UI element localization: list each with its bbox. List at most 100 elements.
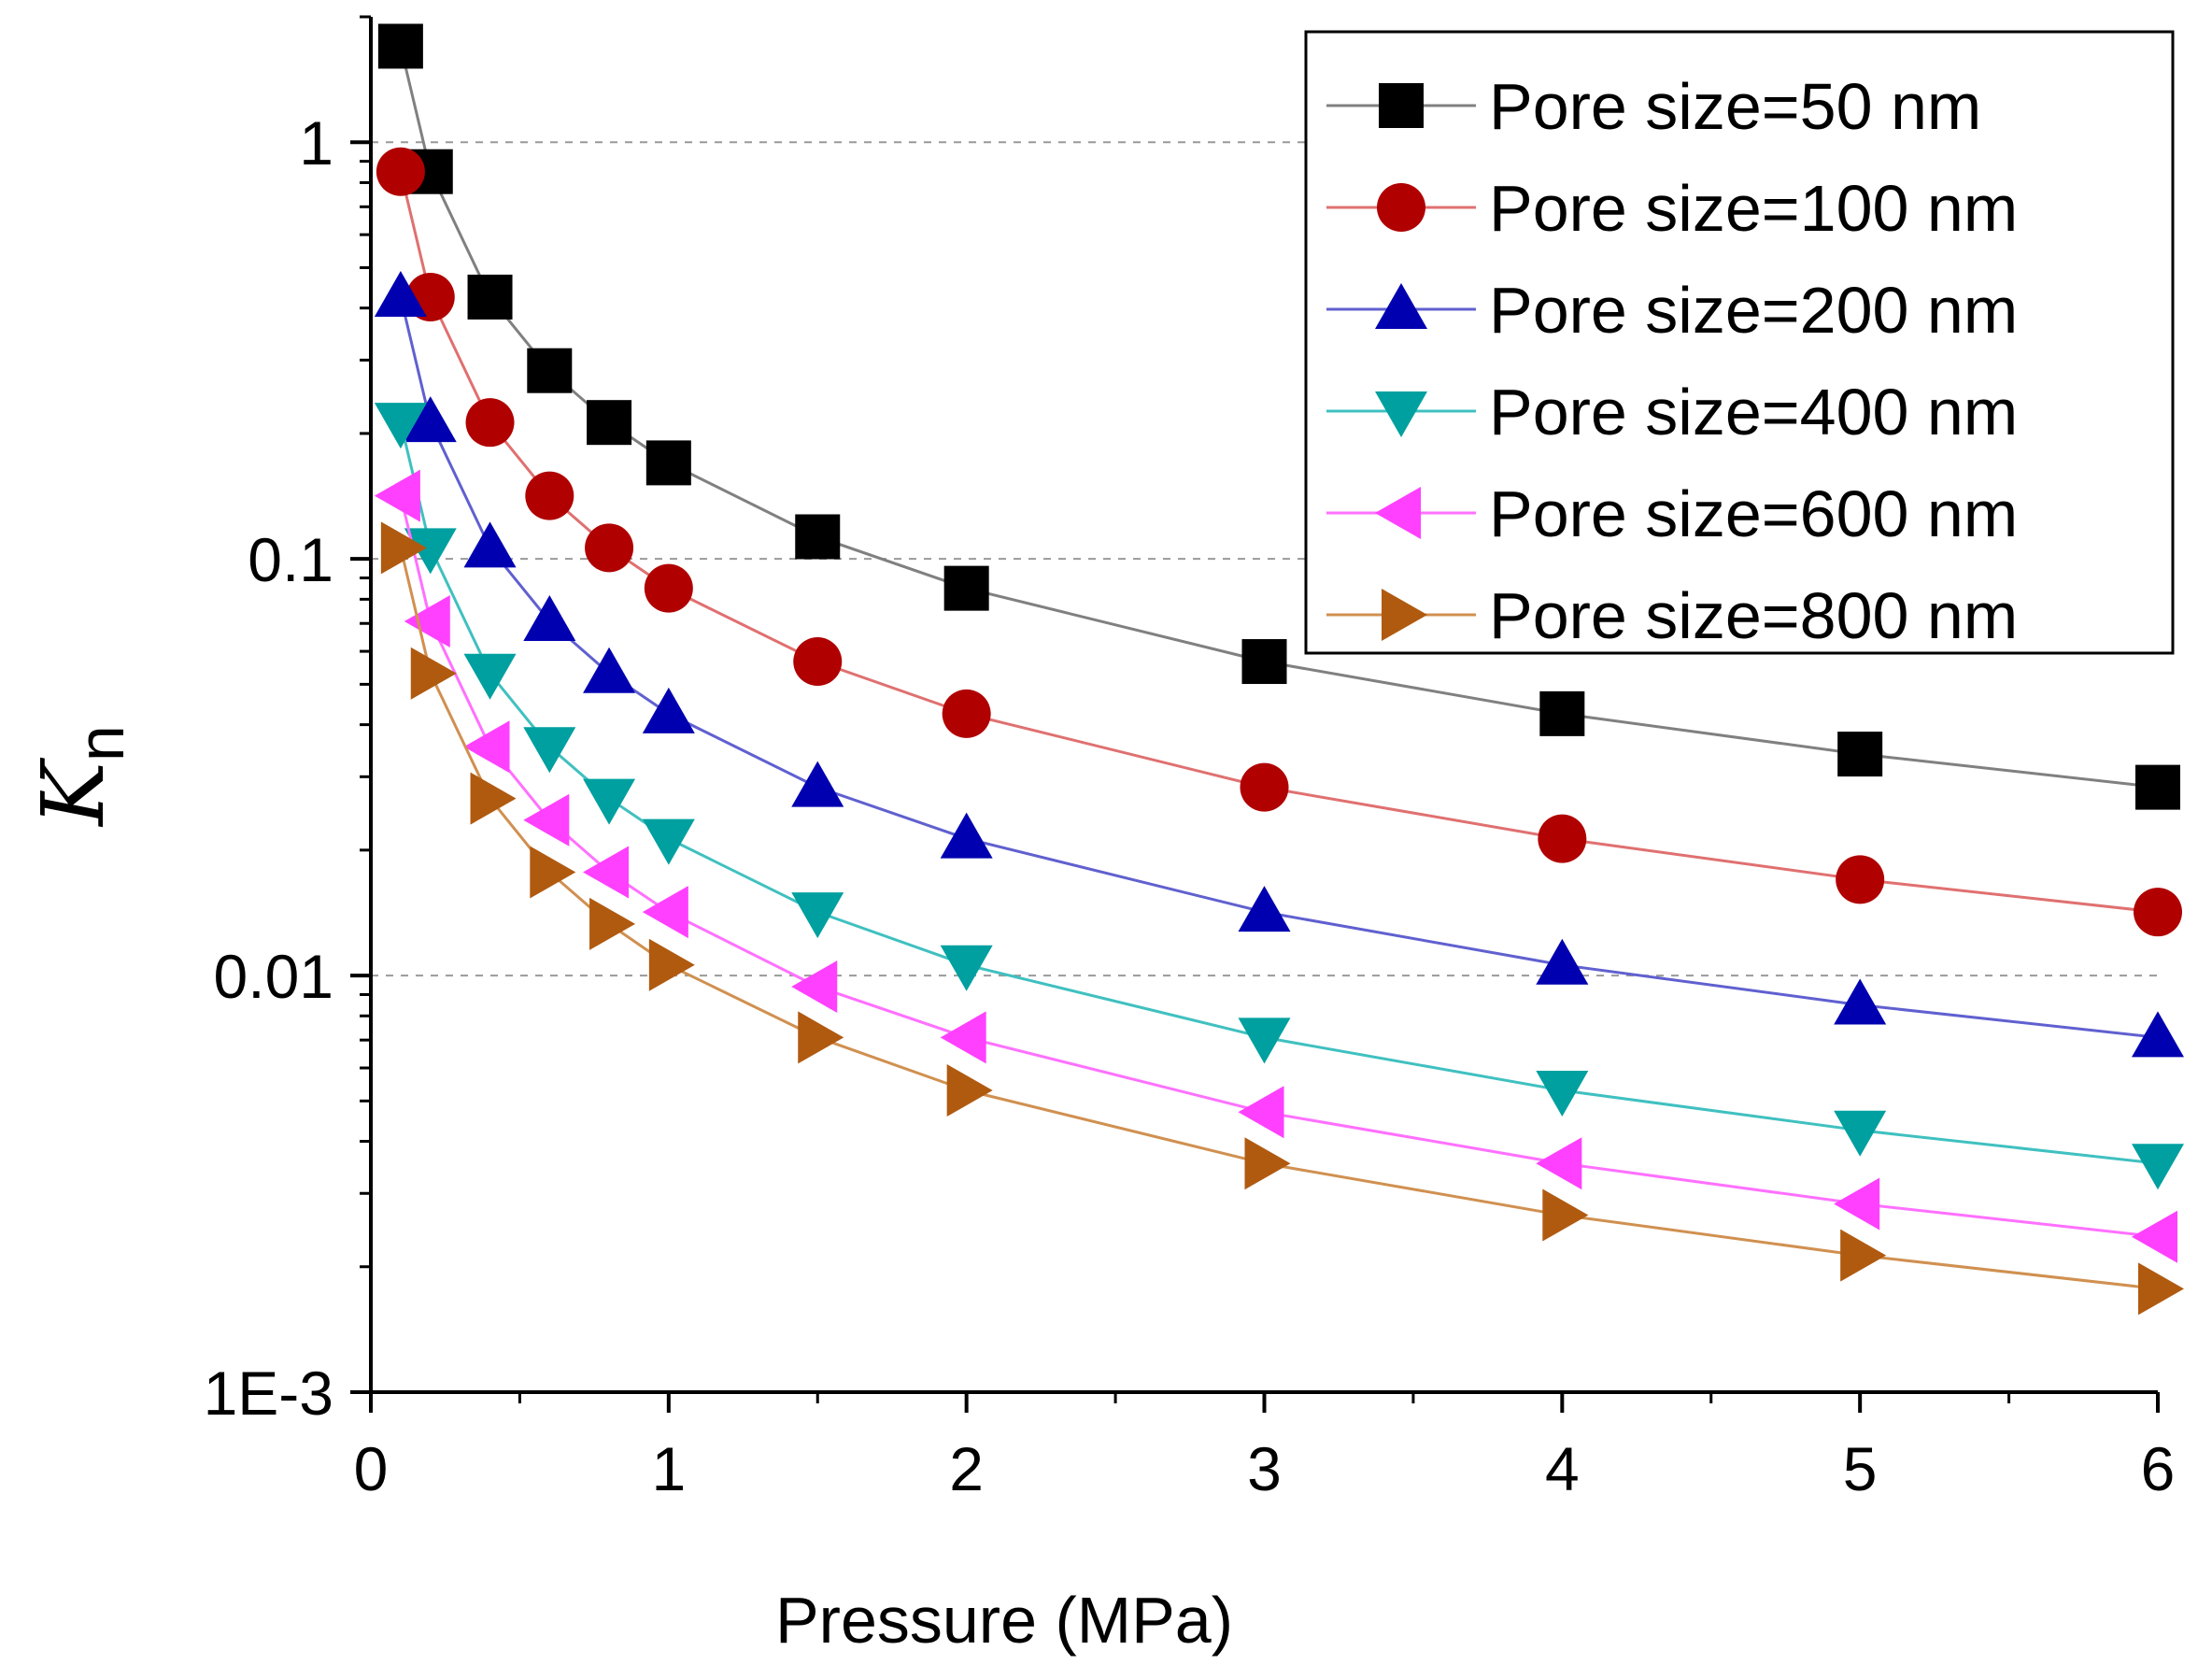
- data-point: [523, 793, 570, 847]
- data-point: [1836, 855, 1885, 904]
- x-tick-label: 3: [1247, 1434, 1282, 1503]
- data-point: [404, 595, 450, 648]
- data-point: [940, 945, 993, 991]
- data-point: [377, 23, 423, 69]
- data-point: [793, 637, 843, 687]
- legend: Pore size=50 nm Pore size=100 nm Pore size…: [1304, 30, 2175, 655]
- series-line: [399, 495, 2159, 1239]
- data-point: [374, 403, 427, 449]
- legend-item: Pore size=800 nm: [1326, 579, 2018, 652]
- data-point: [1536, 1071, 1589, 1117]
- y-tick-label: 1: [299, 108, 333, 178]
- data-point: [1244, 1137, 1291, 1190]
- data-point: [527, 348, 573, 393]
- series-line: [399, 547, 2159, 1290]
- data-point: [463, 521, 517, 568]
- data-point: [1536, 938, 1589, 985]
- legend-label: Pore size=400 nm: [1489, 376, 2018, 448]
- series-1: [377, 23, 2180, 810]
- data-point: [2132, 1011, 2184, 1058]
- x-tick-label: 2: [949, 1434, 984, 1503]
- y-tick-label: 1E-3: [204, 1359, 333, 1428]
- data-point: [642, 687, 695, 733]
- x-tick-label: 5: [1843, 1434, 1878, 1503]
- data-point: [1536, 1137, 1582, 1190]
- legend-item: Pore size=50 nm: [1326, 70, 1981, 143]
- data-point: [2132, 1144, 2184, 1190]
- data-point: [1840, 1229, 1887, 1282]
- data-point: [1834, 1110, 1887, 1157]
- data-point: [585, 523, 634, 573]
- data-point: [1542, 1188, 1589, 1242]
- legend-item: Pore size=400 nm: [1326, 376, 2018, 448]
- legend-item: Pore size=600 nm: [1326, 477, 2018, 550]
- axes-layer: 0 1 2 3 4 5 6 1E-3 0.01 0.1 1: [204, 15, 2176, 1503]
- data-point: [1238, 886, 1291, 932]
- x-axis-title: Pressure (MPa): [775, 1584, 1233, 1657]
- data-point: [523, 595, 576, 642]
- data-point: [2132, 1210, 2177, 1263]
- legend-label: Pore size=50 nm: [1489, 70, 1981, 143]
- data-point: [642, 818, 695, 865]
- data-point: [463, 720, 510, 774]
- data-point: [642, 886, 688, 939]
- legend-item: Pore size=100 nm: [1326, 172, 2018, 245]
- series-line: [399, 296, 2159, 1039]
- y-axis-title-main: K: [23, 757, 123, 828]
- data-point: [791, 892, 844, 939]
- data-point: [943, 565, 989, 611]
- data-point: [583, 647, 636, 693]
- data-point: [404, 396, 457, 443]
- data-point: [404, 528, 457, 575]
- data-point: [530, 846, 576, 899]
- data-point: [791, 761, 844, 807]
- data-point: [583, 846, 630, 899]
- data-point: [465, 398, 515, 448]
- data-point: [587, 400, 632, 446]
- y-axis-title-sub: n: [64, 725, 137, 761]
- data-point: [644, 563, 693, 613]
- data-point: [1382, 589, 1427, 641]
- data-point: [1379, 83, 1424, 128]
- data-point: [2135, 764, 2180, 810]
- data-point: [2138, 1262, 2184, 1316]
- data-point: [410, 647, 457, 700]
- legend-label: Pore size=100 nm: [1489, 172, 2018, 245]
- legend-box: [1304, 30, 2175, 655]
- data-point: [1837, 732, 1883, 777]
- data-point: [467, 274, 513, 320]
- data-point: [1538, 814, 1587, 863]
- data-point: [374, 469, 420, 522]
- series-4: [374, 403, 2184, 1190]
- legend-label: Pore size=200 nm: [1489, 274, 2018, 347]
- data-point: [942, 689, 991, 738]
- data-point: [1241, 639, 1287, 685]
- data-point: [525, 471, 574, 520]
- x-tick-label: 6: [2141, 1434, 2176, 1503]
- data-point: [2134, 888, 2182, 937]
- x-tick-label: 0: [354, 1434, 389, 1503]
- y-tick-label: 0.1: [248, 525, 333, 594]
- data-point: [1240, 762, 1289, 812]
- legend-item: Pore size=200 nm: [1326, 274, 2018, 347]
- data-point: [376, 147, 425, 196]
- data-point: [940, 1011, 986, 1064]
- series-3: [374, 270, 2184, 1058]
- data-point: [648, 938, 695, 991]
- data-point: [946, 1064, 993, 1117]
- data-point: [523, 727, 576, 774]
- data-point: [589, 897, 636, 950]
- y-axis-title: Kn: [23, 725, 137, 828]
- data-point: [463, 653, 517, 700]
- series-layer: [374, 23, 2184, 1316]
- data-point: [1377, 183, 1425, 232]
- legend-label: Pore size=800 nm: [1489, 579, 2018, 652]
- svg-text:Kn: Kn: [23, 725, 137, 828]
- data-point: [1834, 978, 1887, 1025]
- data-point: [583, 778, 636, 825]
- data-point: [1539, 690, 1585, 736]
- y-tick-label: 0.01: [214, 942, 333, 1011]
- data-point: [1238, 1017, 1291, 1064]
- data-point: [795, 514, 841, 560]
